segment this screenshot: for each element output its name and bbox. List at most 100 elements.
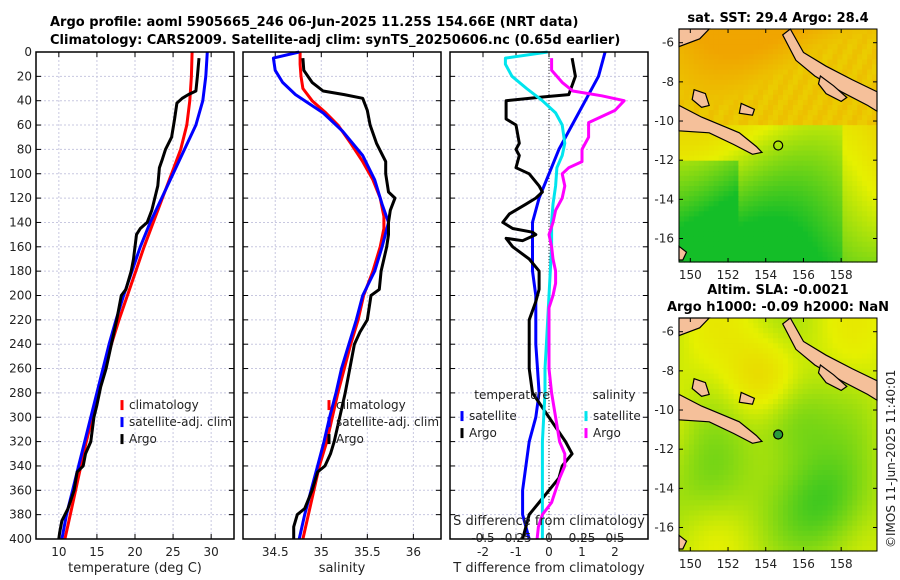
map-cell bbox=[773, 525, 779, 532]
map-cell bbox=[857, 368, 863, 375]
axes-frame bbox=[449, 51, 649, 540]
map-cell bbox=[802, 89, 809, 96]
map-cell bbox=[693, 191, 700, 197]
map-cell bbox=[733, 160, 739, 167]
map-cell bbox=[708, 439, 715, 446]
map-cell bbox=[802, 454, 809, 461]
map-cell bbox=[787, 226, 794, 233]
map-cell bbox=[708, 480, 715, 486]
map-cell bbox=[733, 49, 739, 55]
map-cell bbox=[852, 216, 858, 223]
map-cell bbox=[867, 251, 873, 258]
map-cell bbox=[802, 480, 809, 486]
map-cell bbox=[758, 480, 764, 486]
map-cell bbox=[837, 29, 843, 35]
map-cell bbox=[847, 419, 853, 425]
map-cell bbox=[847, 540, 853, 547]
map-cell bbox=[847, 444, 853, 451]
map-cell bbox=[679, 170, 685, 177]
map-cell bbox=[842, 394, 848, 400]
map-cell bbox=[773, 520, 779, 527]
map-cell bbox=[763, 535, 769, 542]
map-cell bbox=[698, 175, 705, 182]
map-cell bbox=[778, 206, 784, 212]
map-cell bbox=[703, 444, 710, 451]
map-cell bbox=[827, 115, 833, 121]
map-cell bbox=[758, 338, 764, 344]
map-cell bbox=[812, 135, 819, 142]
map-cell bbox=[718, 318, 725, 324]
map-cell bbox=[822, 211, 828, 217]
map-cell bbox=[758, 49, 764, 55]
map-cell bbox=[792, 399, 799, 405]
map-cell bbox=[787, 414, 794, 420]
map-cell bbox=[792, 186, 799, 192]
map-cell bbox=[827, 241, 833, 248]
map-cell bbox=[768, 419, 774, 425]
map-cell bbox=[738, 540, 744, 547]
map-cell bbox=[787, 520, 794, 527]
map-cell bbox=[832, 110, 838, 116]
map-cell bbox=[713, 94, 720, 101]
map-cell bbox=[723, 74, 729, 81]
map-cell bbox=[852, 409, 858, 415]
map-cell bbox=[733, 399, 739, 405]
map-y-tick-label: -6 bbox=[662, 36, 674, 50]
map-cell bbox=[802, 191, 809, 197]
map-cell bbox=[812, 434, 819, 441]
map-cell bbox=[812, 338, 819, 344]
map-x-tick-label: 152 bbox=[717, 557, 740, 571]
map-cell bbox=[728, 323, 734, 329]
map-cell bbox=[842, 388, 848, 395]
map-cell bbox=[837, 221, 843, 228]
map-cell bbox=[832, 226, 838, 233]
map-cell bbox=[773, 29, 779, 35]
map-cell bbox=[807, 363, 814, 370]
map-cell bbox=[713, 140, 720, 147]
map-cell bbox=[708, 535, 715, 542]
map-cell bbox=[778, 490, 784, 496]
map-cell bbox=[872, 145, 878, 152]
map-cell bbox=[778, 515, 784, 522]
map-cell bbox=[862, 515, 868, 522]
map-cell bbox=[768, 221, 774, 228]
map-cell bbox=[698, 373, 705, 380]
map-cell bbox=[703, 515, 710, 522]
map-cell bbox=[857, 256, 863, 263]
map-cell bbox=[698, 459, 705, 466]
map-cell bbox=[698, 439, 705, 446]
map-cell bbox=[728, 170, 734, 177]
map-cell bbox=[852, 510, 858, 517]
map-cell bbox=[758, 231, 764, 238]
map-cell bbox=[827, 388, 833, 395]
map-cell bbox=[822, 34, 828, 40]
map-cell bbox=[827, 39, 833, 45]
map-cell bbox=[797, 256, 804, 263]
map-cell bbox=[688, 470, 695, 476]
map-cell bbox=[693, 338, 700, 344]
map-cell bbox=[733, 545, 739, 552]
map-cell bbox=[679, 59, 685, 66]
map-cell bbox=[812, 439, 819, 446]
map-cell bbox=[867, 165, 873, 172]
map-cell bbox=[778, 363, 784, 370]
map-cell bbox=[713, 480, 720, 486]
map-cell bbox=[822, 59, 828, 66]
map-cell bbox=[857, 333, 863, 339]
land-polygon bbox=[781, 28, 878, 113]
map-cell bbox=[822, 338, 828, 344]
map-cell bbox=[847, 338, 853, 344]
map-cell bbox=[872, 444, 878, 451]
map-cell bbox=[847, 520, 853, 527]
map-cell bbox=[802, 221, 809, 228]
map-cell bbox=[723, 545, 729, 552]
map-cell bbox=[783, 540, 789, 547]
map-cell bbox=[787, 196, 794, 202]
map-cell bbox=[862, 181, 868, 187]
map-cell bbox=[797, 419, 804, 425]
map-cell bbox=[748, 368, 754, 375]
map-cell bbox=[842, 196, 848, 202]
map-cell bbox=[827, 409, 833, 415]
map-cell bbox=[718, 231, 725, 238]
map-cell bbox=[872, 140, 878, 147]
